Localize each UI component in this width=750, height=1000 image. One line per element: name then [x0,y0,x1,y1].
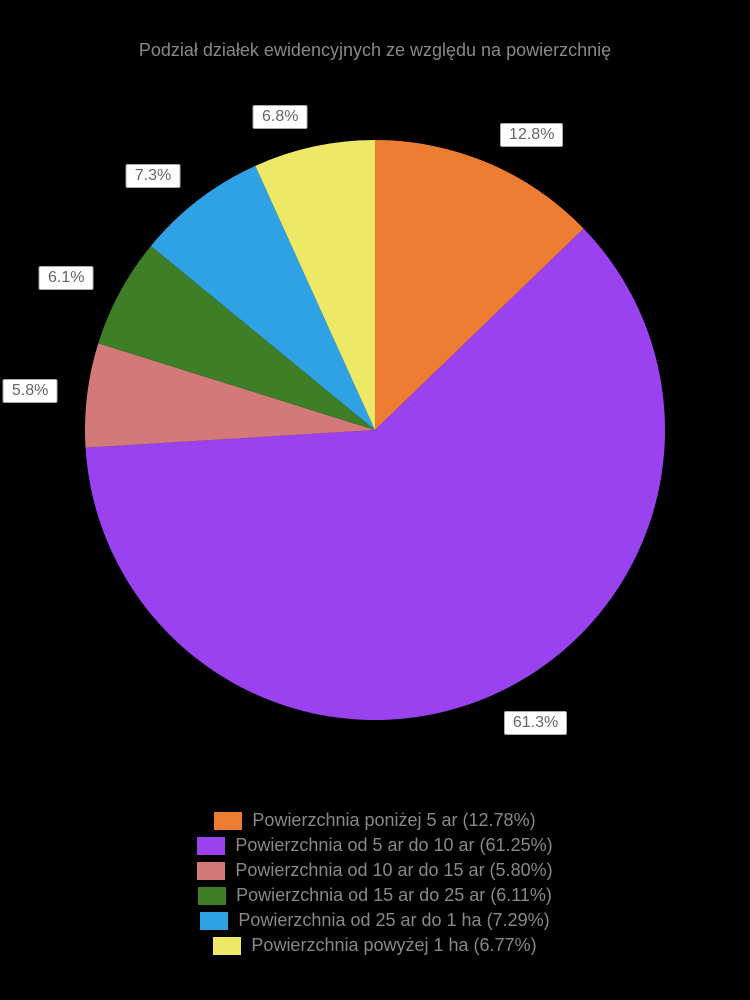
legend-label: Powierzchnia od 15 ar do 25 ar (6.11%) [236,885,552,906]
legend-item: Powierzchnia od 5 ar do 10 ar (61.25%) [0,835,750,856]
legend-swatch [214,812,242,830]
legend-swatch [197,862,225,880]
slice-label: 5.8% [3,379,57,403]
legend-item: Powierzchnia od 15 ar do 25 ar (6.11%) [0,885,750,906]
legend: Powierzchnia poniżej 5 ar (12.78%) Powier… [0,806,750,960]
pie-svg [0,90,750,790]
chart-title: Podział działek ewidencyjnych ze względu… [0,40,750,61]
chart-container: Podział działek ewidencyjnych ze względu… [0,0,750,1000]
slice-label: 12.8% [500,123,563,147]
slice-label: 61.3% [504,711,567,735]
legend-item: Powierzchnia poniżej 5 ar (12.78%) [0,810,750,831]
slice-label: 6.8% [253,105,307,129]
legend-swatch [200,912,228,930]
legend-label: Powierzchnia od 5 ar do 10 ar (61.25%) [235,835,552,856]
legend-label: Powierzchnia powyżej 1 ha (6.77%) [251,935,536,956]
legend-swatch [213,937,241,955]
slice-label: 7.3% [126,164,180,188]
legend-item: Powierzchnia od 10 ar do 15 ar (5.80%) [0,860,750,881]
legend-label: Powierzchnia poniżej 5 ar (12.78%) [252,810,535,831]
legend-item: Powierzchnia powyżej 1 ha (6.77%) [0,935,750,956]
pie-chart: 12.8% 61.3% 5.8% 6.1% 7.3% 6.8% [0,90,750,790]
legend-swatch [198,887,226,905]
slice-label: 6.1% [39,266,93,290]
legend-label: Powierzchnia od 25 ar do 1 ha (7.29%) [238,910,549,931]
legend-label: Powierzchnia od 10 ar do 15 ar (5.80%) [235,860,552,881]
legend-item: Powierzchnia od 25 ar do 1 ha (7.29%) [0,910,750,931]
legend-swatch [197,837,225,855]
